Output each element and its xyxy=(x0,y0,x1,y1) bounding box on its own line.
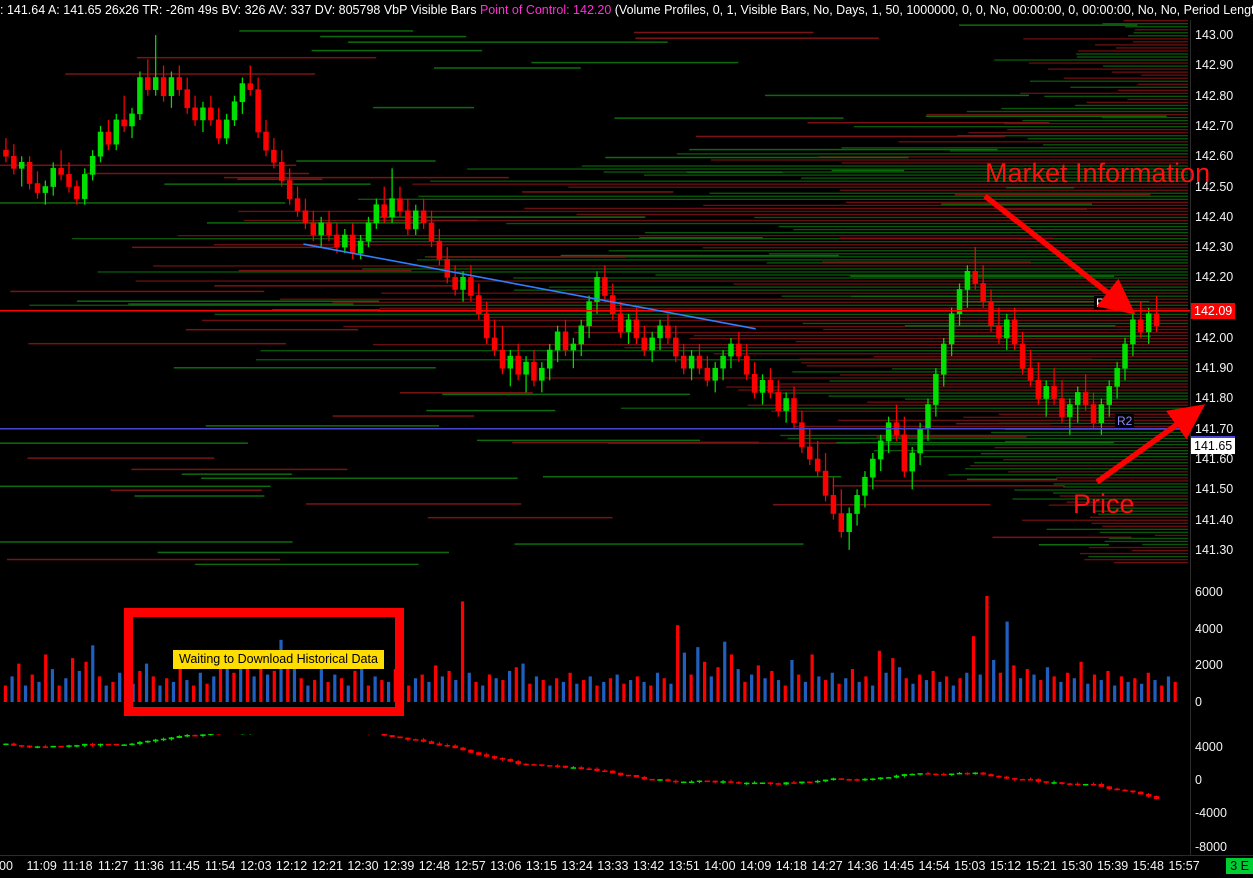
time-axis-tick: 14:00 xyxy=(704,859,735,873)
price-axis-tick: 141.30 xyxy=(1195,543,1233,557)
delta-axis-tick: 4000 xyxy=(1195,740,1223,754)
header-quote-text: : 141.64 A: 141.65 26x26 TR: -26m 49s BV… xyxy=(0,3,480,17)
volume-axis-tick: 0 xyxy=(1195,695,1202,709)
time-axis-tick: 11:45 xyxy=(169,859,199,873)
time-axis-tick: 12:30 xyxy=(347,859,378,873)
time-axis-tick: 15:48 xyxy=(1133,859,1164,873)
delta-axis-tick: -4000 xyxy=(1195,806,1227,820)
time-axis-tick: 13:51 xyxy=(669,859,700,873)
time-axis-tick: 00 xyxy=(0,859,13,873)
delta-axis-tick: -8000 xyxy=(1195,840,1227,854)
time-axis-tick: 14:09 xyxy=(740,859,771,873)
price-axis-tick: 142.20 xyxy=(1195,270,1233,284)
time-axis-tick: 11:18 xyxy=(62,859,92,873)
chart-frame[interactable]: R1 R2 xyxy=(0,20,1190,855)
time-axis-tick: 12:03 xyxy=(240,859,271,873)
price-axis-tick: 141.60 xyxy=(1195,452,1233,466)
header-point-of-control: Point of Control: 142.20 xyxy=(480,3,611,17)
price-axis-tick: 141.80 xyxy=(1195,391,1233,405)
time-axis-tick: 11:09 xyxy=(27,859,57,873)
cumulative-delta-layer xyxy=(0,734,1190,855)
time-axis-tick: 12:21 xyxy=(312,859,343,873)
time-axis-tick: 14:36 xyxy=(847,859,878,873)
price-axis-tick: 142.50 xyxy=(1195,180,1233,194)
time-axis-tick: 15:03 xyxy=(954,859,985,873)
price-axis-tick: 142.90 xyxy=(1195,58,1233,72)
volume-pane[interactable] xyxy=(0,568,1190,730)
price-axis-tick: 142.80 xyxy=(1195,89,1233,103)
time-axis-tick: 13:42 xyxy=(633,859,664,873)
price-axis-tick: 142.30 xyxy=(1195,240,1233,254)
time-axis-tick: 13:06 xyxy=(490,859,521,873)
volume-axis-tick: 6000 xyxy=(1195,585,1223,599)
volume-bars-layer xyxy=(0,568,1190,730)
price-axis-tick: 143.00 xyxy=(1195,28,1233,42)
price-axis-tick: 142.70 xyxy=(1195,119,1233,133)
time-axis-tick: 15:57 xyxy=(1168,859,1199,873)
time-axis-tick: 13:33 xyxy=(597,859,628,873)
volume-axis-tick: 2000 xyxy=(1195,658,1223,672)
time-axis-tick: 11:54 xyxy=(205,859,235,873)
level-tag-r2: R2 xyxy=(1115,414,1134,428)
cumulative-delta-pane[interactable] xyxy=(0,734,1190,855)
time-axis-tick: 12:57 xyxy=(454,859,485,873)
level-tag-r1: R1 xyxy=(1094,296,1113,310)
time-axis-tick: 15:30 xyxy=(1061,859,1092,873)
session-badge[interactable]: 3 E xyxy=(1226,858,1253,874)
time-axis-tick: 15:12 xyxy=(990,859,1021,873)
price-candles-layer xyxy=(0,20,1190,565)
chart-header-bar: : 141.64 A: 141.65 26x26 TR: -26m 49s BV… xyxy=(0,0,1253,21)
price-axis-tick: 142.00 xyxy=(1195,331,1233,345)
bid-ask-price-tag: 141.65 xyxy=(1191,436,1235,454)
time-axis-tick: 11:27 xyxy=(98,859,128,873)
time-axis-tick: 14:45 xyxy=(883,859,914,873)
last-price-tag: 142.09 xyxy=(1191,303,1235,319)
time-axis-tick: 14:54 xyxy=(918,859,949,873)
time-axis-tick: 12:12 xyxy=(276,859,307,873)
time-axis-tick: 15:21 xyxy=(1026,859,1057,873)
time-axis-tick: 12:39 xyxy=(383,859,414,873)
price-axis-tick: 142.40 xyxy=(1195,210,1233,224)
price-axis-tick: 141.40 xyxy=(1195,513,1233,527)
time-axis-tick: 11:36 xyxy=(134,859,164,873)
price-pane[interactable]: R1 R2 xyxy=(0,20,1190,565)
price-axis[interactable]: 143.00 142.90 142.80 142.70 142.60 142.50 142.… xyxy=(1190,20,1253,855)
time-axis[interactable]: 3 E 00 11:09 11:18 11:27 11:36 11:45 11:54 12:0… xyxy=(0,855,1253,878)
time-axis-tick: 15:39 xyxy=(1097,859,1128,873)
delta-axis-tick: 0 xyxy=(1195,773,1202,787)
price-axis-tick: 141.70 xyxy=(1195,422,1233,436)
time-axis-tick: 13:15 xyxy=(526,859,557,873)
volume-axis-tick: 4000 xyxy=(1195,622,1223,636)
time-axis-tick: 14:18 xyxy=(776,859,807,873)
price-axis-tick: 142.60 xyxy=(1195,149,1233,163)
time-axis-tick: 14:27 xyxy=(811,859,842,873)
time-axis-tick: 13:24 xyxy=(562,859,593,873)
time-axis-tick: 12:48 xyxy=(419,859,450,873)
price-axis-tick: 141.90 xyxy=(1195,361,1233,375)
header-study-parameters: (Volume Profiles, 0, 1, Visible Bars, No… xyxy=(611,3,1253,17)
price-axis-tick: 141.50 xyxy=(1195,482,1233,496)
